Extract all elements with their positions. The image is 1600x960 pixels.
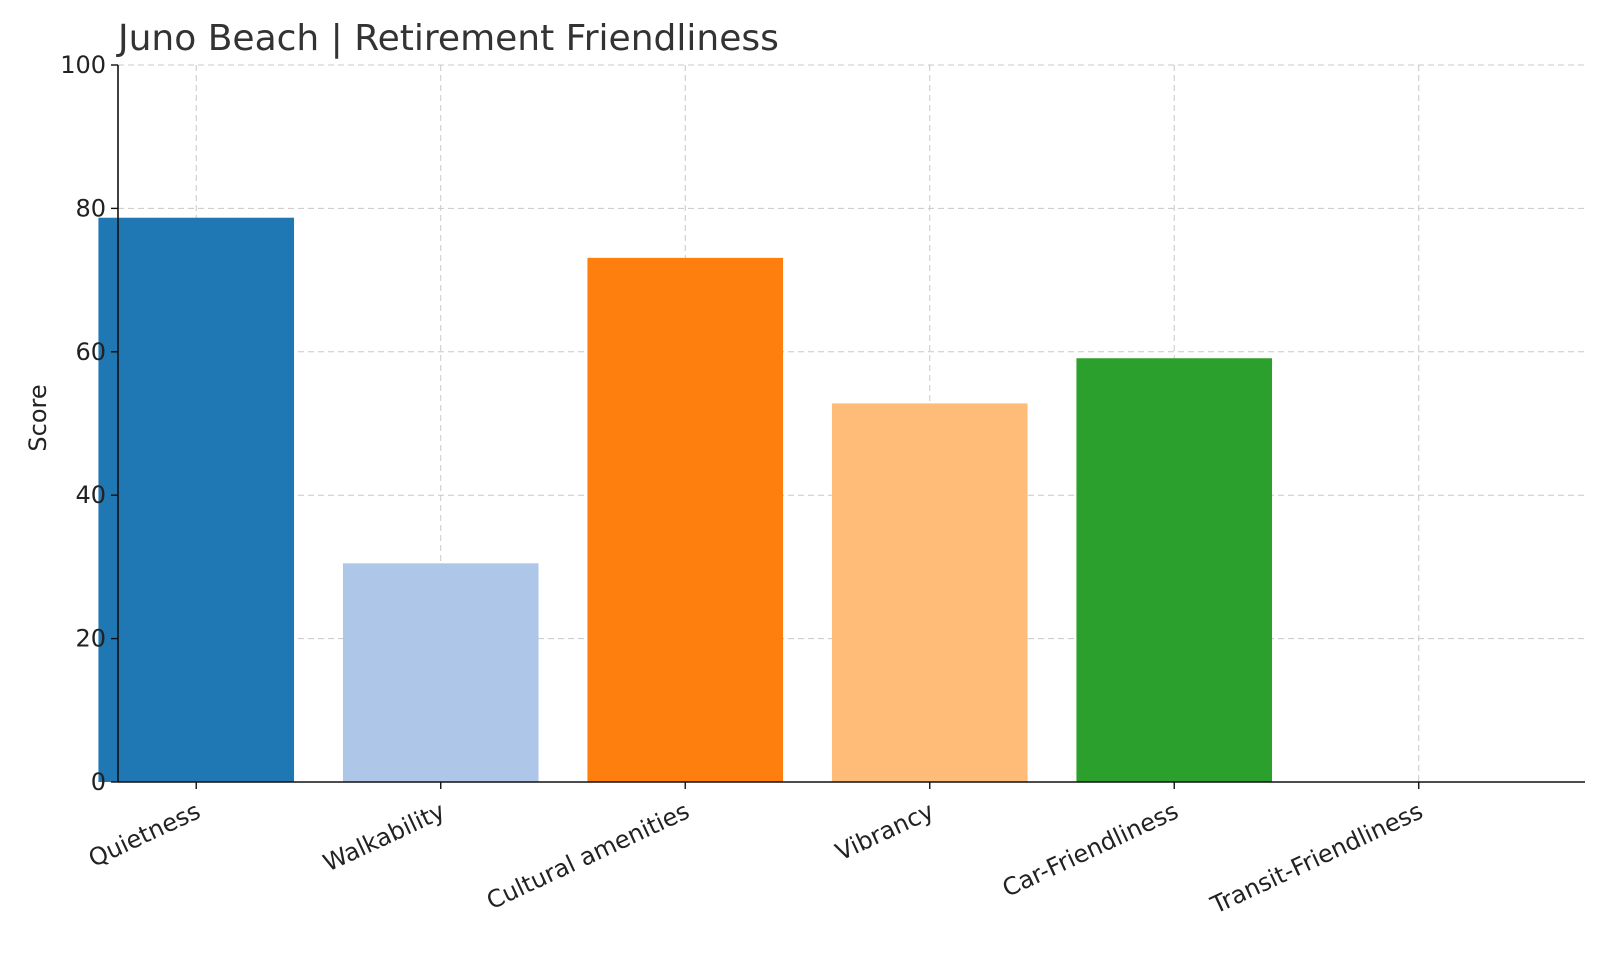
- x-tick-label: Walkability: [319, 797, 449, 878]
- bar-cultural-amenities: [587, 257, 784, 782]
- bar-quietness: [98, 217, 295, 782]
- bar-vibrancy: [831, 403, 1028, 782]
- chart-title: Juno Beach | Retirement Friendliness: [116, 18, 779, 59]
- x-tick-label: Transit-Friendliness: [1206, 797, 1427, 920]
- axes: [111, 64, 1585, 789]
- y-tick-label: 60: [75, 338, 106, 366]
- y-tick-label: 20: [75, 625, 106, 653]
- x-tick-label: Vibrancy: [831, 797, 938, 867]
- x-tick-label: Car-Friendliness: [998, 797, 1183, 903]
- x-tick-label: Cultural amenities: [482, 797, 693, 915]
- x-tick-label: Quietness: [84, 797, 205, 873]
- bars: [98, 217, 1273, 782]
- bar-car-friendliness: [1076, 358, 1273, 782]
- y-tick-label: 0: [91, 768, 106, 796]
- y-tick-label: 80: [75, 194, 106, 222]
- bar-walkability: [342, 563, 539, 782]
- grid: [118, 64, 1585, 782]
- y-tick-label: 40: [75, 481, 106, 509]
- y-axis-label: Score: [24, 384, 52, 451]
- y-tick-label: 100: [60, 51, 106, 79]
